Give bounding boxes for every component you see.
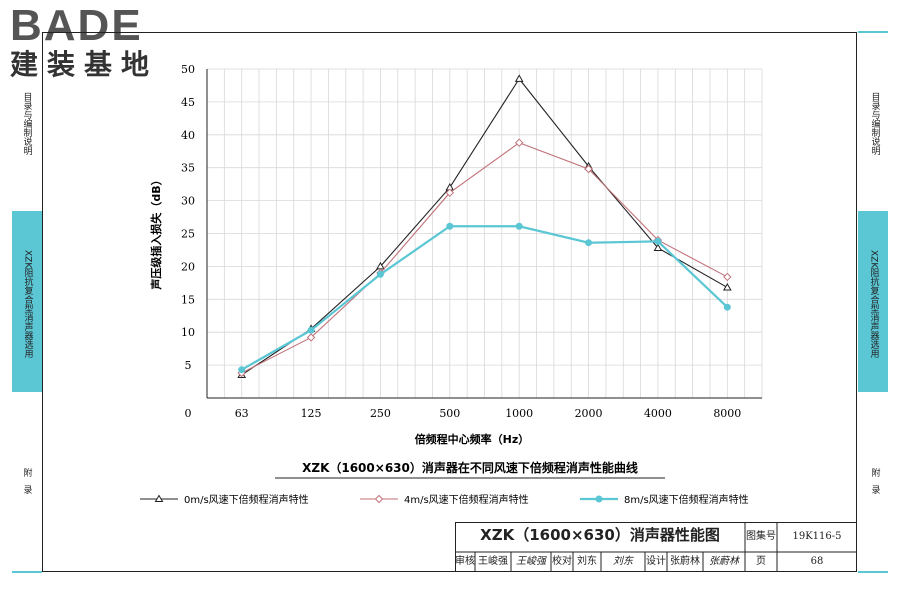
y-tick-label: 20	[181, 260, 195, 273]
x-tick-label: 2000	[575, 407, 603, 420]
checker-name: 刘东	[577, 556, 597, 567]
legend-marker	[154, 494, 164, 502]
y-tick-label: 25	[181, 228, 195, 241]
left-sidebar-label-appendix: 附录	[21, 468, 32, 502]
left-sidebar-label-xzk: XZK阻抗复合型消声器选用	[22, 250, 33, 359]
y-tick-label: 40	[181, 129, 195, 142]
series-point	[722, 282, 732, 291]
check-label: 校对	[552, 556, 572, 567]
review-label: 审核	[455, 556, 475, 567]
checker-signature: 刘东	[613, 556, 633, 567]
y-tick-label: 10	[181, 326, 195, 339]
right-sidebar-item-contents[interactable]: 目录与编制说明	[859, 92, 889, 159]
left-sidebar-item-xzk[interactable]: XZK阻抗复合型消声器选用	[12, 250, 42, 362]
left-sidebar-label-contents: 目录与编制说明	[21, 92, 32, 155]
right-sidebar-item-xzk[interactable]: XZK阻抗复合型消声器选用	[858, 250, 888, 362]
series-point	[238, 366, 246, 374]
legend-marker	[595, 495, 603, 503]
chart-title: XZK（1600×630）消声器在不同风速下倍频程消声性能曲线	[302, 460, 638, 475]
series-point	[723, 272, 732, 282]
legend-label: 8m/s风速下倍频程消声特性	[624, 493, 749, 506]
logo-sub-text: 建装基地	[10, 48, 159, 81]
legend-marker	[374, 494, 384, 504]
chart-legend: 0m/s风速下倍频程消声特性 4m/s风速下倍频程消声特性 8m/s风速下倍频程消声…	[140, 493, 749, 506]
drawing-title: XZK（1600×630）消声器性能图	[480, 526, 720, 544]
series-point	[307, 326, 315, 334]
reviewer-name: 王峻强	[478, 556, 508, 567]
page-number: 68	[810, 556, 824, 567]
series-point	[584, 164, 593, 174]
logo-brand-text: BADE	[10, 1, 143, 50]
series-1	[237, 138, 732, 378]
left-sidebar-item-contents[interactable]: 目录与编制说明	[11, 92, 41, 159]
y-tick-label: 5	[185, 359, 192, 372]
y-tick-label: 50	[181, 63, 195, 76]
series-point	[445, 188, 455, 197]
series-point	[306, 333, 316, 342]
legend-label: 0m/s风速下倍频程消声特性	[184, 493, 309, 506]
x-tick-label: 1000	[505, 407, 533, 420]
series-line	[241, 225, 729, 371]
series-point	[446, 222, 454, 230]
right-sidebar-item-appendix[interactable]: 附录	[859, 468, 889, 506]
y-tick-label: 30	[181, 195, 195, 208]
x-tick-label: 63	[235, 407, 249, 420]
reviewer-signature: 王峻强	[516, 556, 546, 567]
title-block-grid	[455, 522, 857, 572]
left-sidebar-item-appendix[interactable]: 附录	[11, 468, 41, 506]
x-tick-label: 4000	[644, 407, 672, 420]
chart-series	[237, 74, 732, 378]
y-tick-label: 35	[181, 162, 195, 175]
bottom-left-accent-line	[12, 571, 42, 573]
x-tick-label: 8000	[713, 407, 741, 420]
x-tick-label: 125	[301, 407, 322, 420]
series-point	[653, 243, 663, 251]
y-tick-labels: 0 5 10 15 20 25 30 35 40 45 50	[181, 63, 195, 420]
chart-axes	[206, 69, 762, 399]
right-sidebar-label-xzk: XZK阻抗复合型消声器选用	[868, 250, 879, 359]
designer-name: 张蔚林	[670, 556, 700, 567]
brand-logo: BADE 建装基地	[10, 4, 180, 84]
right-sidebar-active-tab[interactable]	[858, 211, 888, 392]
series-point	[654, 237, 662, 245]
y-tick-label: 45	[181, 96, 195, 109]
x-tick-label: 500	[439, 407, 460, 420]
atlas-number-label: 图集号	[746, 531, 776, 542]
series-point	[723, 303, 731, 311]
y-tick-label: 15	[181, 293, 195, 306]
atlas-number-value: 19K116-5	[792, 531, 842, 542]
designer-signature: 张蔚林	[709, 556, 739, 567]
series-point	[585, 239, 593, 247]
series-point	[514, 138, 524, 147]
y-tick-label: 0	[185, 407, 192, 420]
drawing-frame	[42, 32, 857, 572]
title-block: XZK（1600×630）消声器性能图 图集号 19K116-5 审核 王峻强 …	[455, 522, 857, 572]
legend-label: 4m/s风速下倍频程消声特性	[404, 493, 529, 506]
right-sidebar-label-appendix: 附录	[869, 468, 880, 502]
series-line	[241, 142, 728, 374]
x-tick-labels: 63 125 250 500 1000 2000 4000 8000	[235, 407, 742, 420]
series-line	[241, 77, 728, 376]
series-2	[238, 222, 731, 374]
series-point	[514, 74, 524, 82]
series-point	[376, 270, 384, 278]
left-sidebar-active-tab[interactable]	[12, 211, 42, 392]
x-axis-label: 倍频程中心频率（Hz）	[415, 432, 530, 446]
right-sidebar-label-contents: 目录与编制说明	[869, 92, 880, 155]
bottom-right-accent-line	[858, 571, 888, 573]
top-right-accent-line	[858, 31, 888, 33]
design-label: 设计	[646, 556, 666, 567]
y-axis-label: 声压级插入损失（dB）	[149, 174, 163, 290]
page-label: 页	[756, 556, 766, 567]
series-point	[515, 222, 523, 230]
x-tick-label: 250	[370, 407, 391, 420]
